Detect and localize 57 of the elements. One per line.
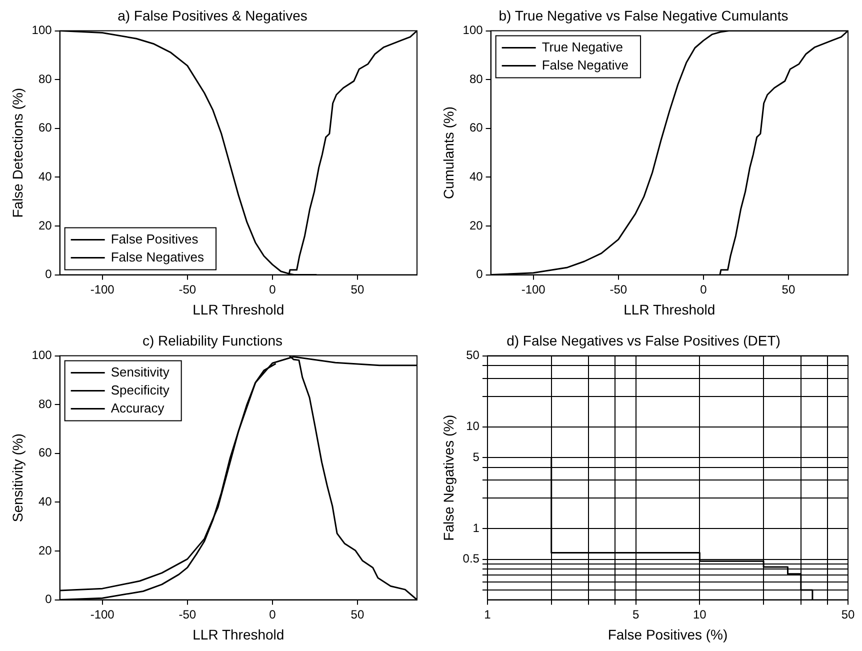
x-axis-title: LLR Threshold [192,301,284,318]
x-tick-label: -100 [90,607,115,622]
x-tick-label: 0 [269,282,276,296]
legend-label: False Negative [542,57,629,72]
x-tick-label: -100 [521,282,546,296]
y-axis-title: False Negatives (%) [440,414,456,541]
chart-title: d) False Negatives vs False Positives (DET) [506,332,780,348]
y-tick-label: 0 [476,267,484,282]
y-tick-label: 0.5 [462,552,480,566]
x-tick-label: 50 [841,607,855,622]
x-tick-label: 5 [632,607,640,622]
x-tick-label: 50 [350,282,364,296]
x-axis-title: LLR Threshold [624,301,716,318]
x-tick-label: -100 [90,282,115,296]
x-tick-label: 50 [350,607,364,622]
y-tick-label: 40 [469,170,484,184]
chart-title: a) False Positives & Negatives [118,7,308,24]
legend-label: Sensitivity [110,364,170,380]
y-tick-label: 20 [38,543,52,558]
y-tick-label: 40 [38,494,52,509]
y-tick-label: 10 [466,419,480,434]
y-tick-label: 20 [469,218,484,232]
y-tick-label: 80 [38,396,52,411]
y-tick-label: 80 [38,72,52,86]
legend-label: False Negatives [110,249,205,264]
y-axis-title: False Detections (%) [9,88,26,218]
y-tick-label: 0 [45,267,52,282]
y-tick-label: 20 [38,218,52,232]
y-axis-title: Cumulants (%) [440,106,456,200]
y-axis-title: Sensitivity (%) [9,433,26,522]
x-tick-label: 0 [269,607,276,622]
chart-title: b) True Negative vs False Negative Cumulants [498,7,788,24]
legend-label: True Negative [542,39,623,54]
y-tick-label: 80 [469,72,484,86]
x-tick-label: -50 [178,282,196,296]
x-axis-title: LLR Threshold [192,626,284,642]
x-tick-label: 0 [700,282,708,296]
y-tick-label: 100 [32,348,52,362]
legend-label: False Positives [110,231,199,246]
y-tick-label: 40 [38,170,52,184]
legend-label: Accuracy [110,400,165,416]
y-tick-label: 60 [469,120,484,135]
chart-title: c) Reliability Functions [142,332,283,348]
y-tick-label: 60 [38,120,52,135]
y-tick-label: 60 [38,446,52,460]
y-tick-label: 1 [472,520,480,535]
x-tick-label: 10 [693,607,707,622]
x-axis-title: False Positives (%) [608,626,728,642]
x-tick-label: 50 [782,282,796,296]
x-tick-label: -50 [178,607,196,622]
y-tick-label: 0 [45,592,52,606]
y-tick-label: 100 [32,23,52,38]
y-tick-label: 100 [462,23,484,38]
legend-label: Specificity [110,382,170,398]
y-tick-label: 5 [472,450,480,464]
x-tick-label: -50 [610,282,628,296]
y-tick-label: 50 [466,348,480,362]
